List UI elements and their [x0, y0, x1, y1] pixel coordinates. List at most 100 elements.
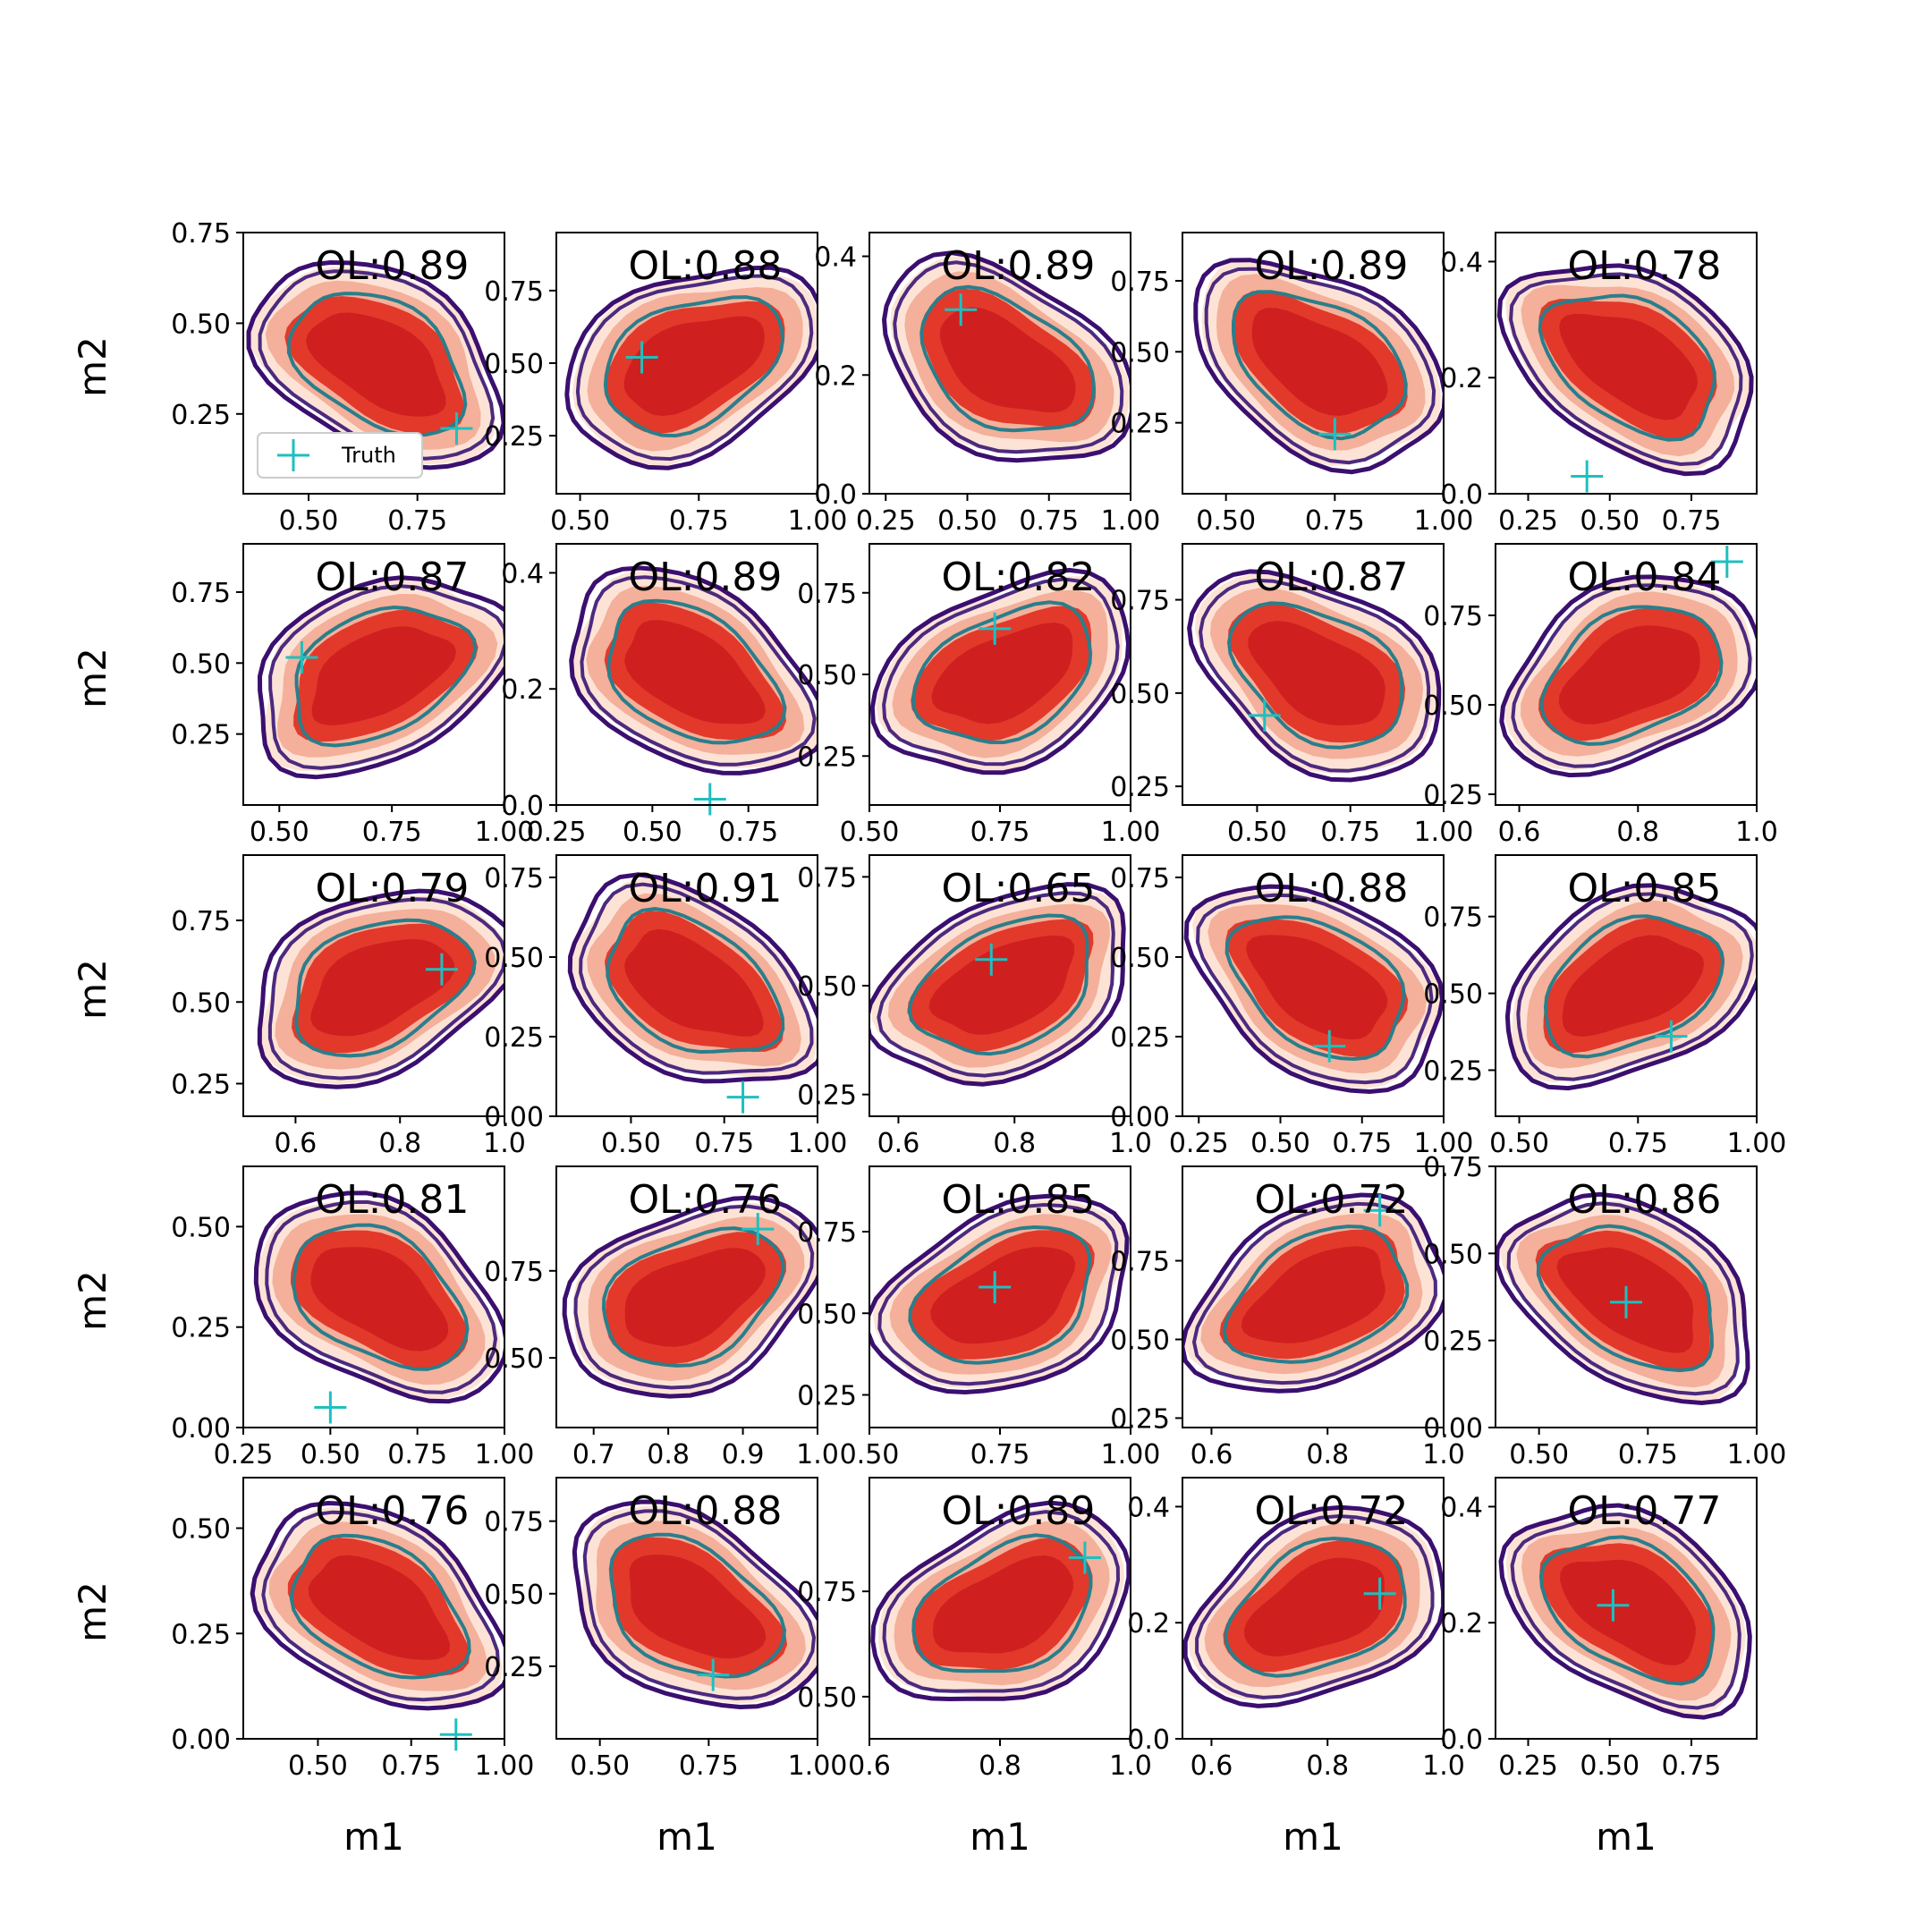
contour-line-2 — [267, 897, 504, 1080]
density-fill-level-4 — [624, 620, 766, 724]
x-tick: 0.6 — [275, 1116, 317, 1159]
x-tick: 0.50 — [1489, 1116, 1549, 1159]
x-tick: 0.50 — [1250, 1116, 1310, 1159]
x-tick-label: 0.6 — [1191, 1750, 1233, 1782]
contour-line-2 — [575, 274, 814, 462]
y-tick-label: 0.25 — [171, 1619, 231, 1650]
y-tick-label: 0.50 — [484, 943, 544, 974]
contour-line-1 — [1498, 1503, 1752, 1720]
density-contours — [569, 565, 818, 775]
x-tick-label: 0.75 — [970, 817, 1030, 848]
x-tick-label: 0.75 — [669, 505, 729, 537]
density-contours — [869, 882, 1126, 1087]
x-tick-label: 0.75 — [381, 1750, 441, 1782]
y-tick: 0.00 — [1423, 1413, 1496, 1445]
y-tick: 0.50 — [484, 349, 556, 380]
y-tick: 0.75 — [1423, 601, 1496, 632]
x-tick-label: 0.8 — [378, 1128, 421, 1159]
x-tick: 0.25 — [856, 494, 916, 537]
contour-line-4 — [603, 295, 785, 438]
x-tick: 0.75 — [718, 805, 778, 848]
truth-marker — [1068, 1541, 1101, 1574]
y-tick-label: 0.25 — [484, 1022, 544, 1054]
density-fill-level-4 — [629, 1555, 767, 1659]
x-tick-label: 1.0 — [1109, 1750, 1152, 1782]
contour-line-1 — [1496, 1191, 1750, 1406]
contour-line-4 — [292, 1223, 470, 1371]
x-tick-label: 0.50 — [1196, 505, 1256, 537]
x-tick: 0.75 — [1332, 1116, 1392, 1159]
subplot-12: OL:0.91 0.50 0.75 1.00 0.00 0.25 0.50 0.75 — [484, 854, 847, 1159]
y-tick-label: 0.00 — [1423, 1413, 1483, 1445]
y-tick: 0.4 — [1440, 1492, 1496, 1523]
axes-frame — [1182, 1165, 1445, 1428]
x-tick-label: 1.00 — [1414, 1128, 1474, 1159]
x-tick: 0.50 — [301, 1428, 360, 1470]
y-tick-label: 0.75 — [484, 276, 544, 308]
y-tick: 0.50 — [171, 987, 243, 1019]
y-tick: 0.50 — [797, 971, 869, 1003]
x-tick-label: 1.0 — [1422, 1439, 1465, 1470]
truth-marker — [1597, 1589, 1630, 1622]
y-tick-label: 0.50 — [171, 1212, 231, 1243]
x-tick: 0.75 — [679, 1739, 739, 1782]
x-tick: 1.00 — [1414, 494, 1473, 537]
y-tick-label: 0.0 — [814, 479, 857, 511]
y-tick: 0.2 — [1440, 363, 1496, 394]
density-fill-level-4 — [931, 623, 1073, 724]
x-tick: 1.0 — [1109, 1739, 1152, 1782]
y-tick-label: 0.25 — [797, 1381, 857, 1412]
x-tick-label: 0.25 — [1498, 505, 1558, 537]
x-tick: 1.00 — [1727, 1428, 1786, 1470]
density-fill-level-4 — [310, 938, 454, 1037]
truth-marker — [439, 1718, 472, 1751]
truth-marker — [979, 1271, 1012, 1304]
y-tick-label: 0.75 — [1423, 902, 1483, 934]
density-fill-level-4 — [1560, 1559, 1696, 1665]
x-tick-label: 0.50 — [937, 505, 997, 537]
truth-marker — [1571, 460, 1604, 493]
y-tick: 0.0 — [1440, 479, 1496, 511]
x-tick: 0.75 — [694, 1116, 754, 1159]
contour-line-4 — [1539, 605, 1724, 746]
contour-line-2 — [1511, 583, 1752, 768]
y-tick-label: 0.75 — [1110, 586, 1170, 617]
y-tick-label: 0.0 — [1127, 1724, 1170, 1756]
x-tick-label: 0.50 — [840, 817, 900, 848]
y-tick: 0.50 — [171, 309, 243, 340]
subplot-17: OL:0.76 0.7 0.8 0.9 1.0 0.50 0.75 — [484, 1165, 839, 1470]
y-tick: 0.0 — [814, 479, 869, 511]
contour-line-4 — [919, 284, 1096, 433]
density-fill-level-4 — [1558, 625, 1700, 724]
y-tick: 0.25 — [1110, 1022, 1182, 1054]
y-tick: 0.00 — [171, 1413, 243, 1445]
y-tick: 0.2 — [1127, 1608, 1182, 1640]
contour-line-2 — [1506, 1201, 1740, 1396]
axes-frame — [555, 543, 818, 806]
x-tick: 0.50 — [550, 494, 610, 537]
x-tick: 0.25 — [214, 1428, 273, 1470]
overlap-label: OL:0.87 — [315, 555, 469, 600]
x-tick: 0.6 — [877, 1116, 919, 1159]
x-tick: 0.75 — [970, 805, 1030, 848]
x-tick: 1.00 — [1414, 1116, 1474, 1159]
y-tick: 0.25 — [1110, 772, 1182, 803]
density-fill-level-4 — [311, 626, 457, 725]
truth-marker — [1313, 1030, 1346, 1063]
x-tick-label: 0.75 — [1305, 505, 1365, 537]
x-tick-label: 1.00 — [788, 1750, 848, 1782]
contour-line-2 — [1510, 1512, 1741, 1710]
y-tick: 0.75 — [171, 906, 243, 937]
x-tick-label: 0.9 — [722, 1439, 765, 1470]
y-tick: 0.75 — [1423, 1152, 1496, 1183]
contour-line-2 — [882, 577, 1120, 767]
x-tick: 1.00 — [1101, 805, 1160, 848]
x-tick: 0.75 — [362, 805, 422, 848]
y-tick: 0.0 — [1440, 1724, 1496, 1756]
overlap-label: OL:0.72 — [1254, 1177, 1408, 1223]
contour-line-2 — [579, 882, 814, 1075]
overlap-label: OL:0.87 — [1254, 555, 1408, 600]
truth-marker — [726, 1080, 759, 1114]
legend-truth-label: Truth — [341, 443, 396, 468]
